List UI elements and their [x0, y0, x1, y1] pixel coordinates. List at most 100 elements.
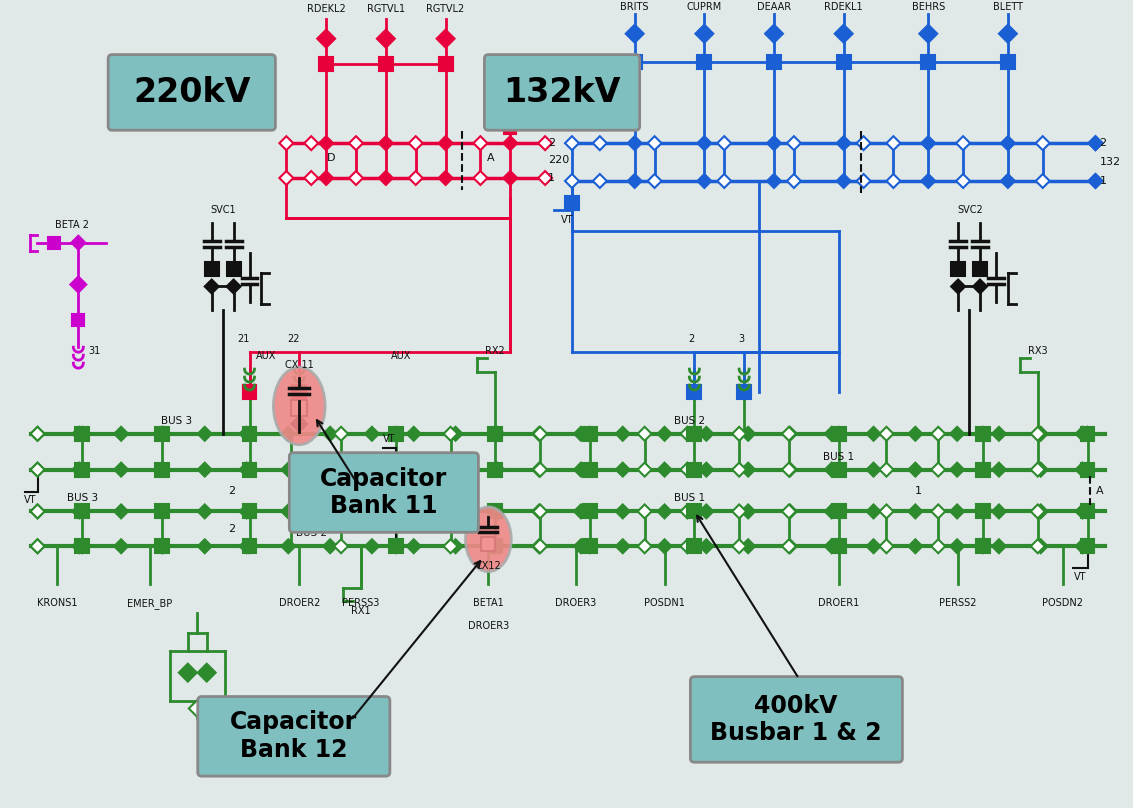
Polygon shape [909, 463, 922, 477]
Text: RX1: RX1 [351, 606, 370, 616]
Polygon shape [488, 427, 502, 440]
Polygon shape [482, 537, 495, 551]
Polygon shape [1075, 463, 1090, 477]
Polygon shape [323, 427, 338, 440]
Polygon shape [688, 385, 701, 399]
Polygon shape [155, 539, 169, 553]
Text: BETA 2: BETA 2 [56, 220, 90, 229]
Polygon shape [76, 427, 90, 440]
Polygon shape [574, 427, 588, 440]
Polygon shape [31, 427, 44, 440]
Polygon shape [951, 427, 964, 440]
Polygon shape [836, 137, 851, 150]
Polygon shape [1075, 539, 1090, 553]
Polygon shape [31, 504, 44, 519]
Text: AUX: AUX [256, 351, 276, 361]
Polygon shape [699, 539, 714, 553]
Polygon shape [389, 463, 403, 477]
Polygon shape [491, 427, 504, 440]
Polygon shape [836, 55, 851, 69]
Text: PERSS3: PERSS3 [342, 598, 380, 608]
Polygon shape [31, 504, 44, 519]
Polygon shape [407, 504, 420, 519]
Text: 2: 2 [548, 138, 555, 148]
Polygon shape [931, 504, 945, 519]
Text: 132kV: 132kV [503, 76, 621, 109]
Polygon shape [1000, 55, 1015, 69]
Polygon shape [31, 463, 44, 477]
Text: POSDN2: POSDN2 [1042, 598, 1083, 608]
Polygon shape [114, 463, 128, 477]
Polygon shape [407, 539, 420, 553]
Text: BLETT: BLETT [993, 2, 1023, 12]
Polygon shape [836, 174, 851, 188]
Text: BUS 3: BUS 3 [67, 494, 97, 503]
Polygon shape [782, 427, 795, 440]
Polygon shape [565, 174, 579, 188]
Polygon shape [919, 25, 937, 43]
Polygon shape [1075, 427, 1090, 440]
Polygon shape [114, 504, 128, 519]
Polygon shape [973, 280, 987, 293]
Text: 2: 2 [228, 486, 236, 495]
Polygon shape [879, 504, 894, 519]
Polygon shape [76, 427, 90, 440]
Polygon shape [239, 504, 254, 519]
Polygon shape [921, 137, 935, 150]
Polygon shape [503, 137, 518, 150]
Polygon shape [242, 463, 256, 477]
Polygon shape [732, 504, 747, 519]
Polygon shape [323, 463, 338, 477]
Polygon shape [593, 137, 607, 150]
Polygon shape [114, 427, 128, 440]
Polygon shape [787, 137, 801, 150]
Text: Capacitor
Bank 11: Capacitor Bank 11 [321, 466, 448, 519]
Polygon shape [444, 427, 458, 440]
Polygon shape [681, 463, 695, 477]
Polygon shape [615, 463, 630, 477]
Polygon shape [76, 539, 90, 553]
Polygon shape [534, 539, 547, 553]
Polygon shape [648, 137, 662, 150]
Polygon shape [993, 463, 1006, 477]
Polygon shape [741, 539, 755, 553]
Polygon shape [825, 427, 838, 440]
Polygon shape [931, 539, 945, 553]
Polygon shape [389, 539, 403, 553]
Polygon shape [538, 137, 552, 150]
Polygon shape [491, 463, 504, 477]
Polygon shape [389, 463, 403, 477]
Polygon shape [365, 427, 378, 440]
Polygon shape [993, 504, 1006, 519]
Polygon shape [1089, 137, 1102, 150]
Text: 1: 1 [914, 486, 922, 495]
Polygon shape [738, 385, 751, 399]
Polygon shape [31, 539, 44, 553]
Polygon shape [488, 539, 502, 553]
Text: RDEKL2: RDEKL2 [307, 4, 346, 14]
Polygon shape [832, 463, 845, 477]
Polygon shape [436, 30, 454, 48]
Polygon shape [1033, 539, 1048, 553]
Polygon shape [783, 463, 796, 477]
Polygon shape [976, 539, 990, 553]
Polygon shape [921, 55, 935, 69]
Polygon shape [378, 171, 393, 185]
Polygon shape [76, 463, 90, 477]
Polygon shape [628, 55, 641, 69]
FancyBboxPatch shape [289, 452, 478, 532]
Polygon shape [825, 504, 838, 519]
Polygon shape [76, 463, 90, 477]
Polygon shape [198, 427, 212, 440]
Polygon shape [582, 427, 597, 440]
Text: BETA1: BETA1 [472, 598, 504, 608]
Polygon shape [474, 137, 487, 150]
Polygon shape [582, 504, 597, 519]
Polygon shape [832, 427, 845, 440]
Polygon shape [198, 504, 212, 519]
Polygon shape [699, 427, 714, 440]
Polygon shape [389, 504, 403, 519]
Polygon shape [242, 504, 256, 519]
Polygon shape [732, 539, 747, 553]
Text: BUS 2: BUS 2 [674, 416, 705, 426]
